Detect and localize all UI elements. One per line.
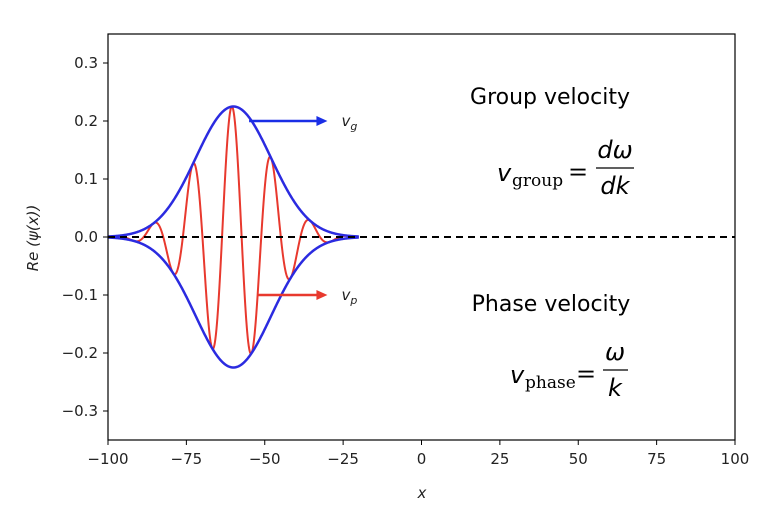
- phase-lhs-subscript: phase: [525, 373, 576, 393]
- arrow-head: [316, 290, 328, 300]
- envelope-upper-curve: [107, 105, 359, 238]
- plot-frame: [107, 33, 736, 441]
- phase-equals: =: [576, 360, 596, 388]
- y-tick-label: −0.1: [62, 286, 98, 304]
- x-tick-label: 100: [721, 450, 750, 468]
- y-tick-label: 0.3: [74, 54, 98, 72]
- y-tick-label: −0.2: [62, 344, 98, 362]
- x-axis-label: x: [417, 484, 427, 502]
- x-tick-label: 75: [647, 450, 666, 468]
- arrow-label-subscript: p: [349, 294, 357, 307]
- phase-numerator: ω: [605, 338, 625, 366]
- y-axis-ticks: −0.3 −0.2 −0.1 0.0 0.1 0.2 0.3: [62, 54, 108, 420]
- x-tick-label: −75: [171, 450, 203, 468]
- arrow-head: [316, 116, 328, 126]
- group-lhs-var: v: [497, 159, 512, 187]
- arrow-label: vg: [341, 112, 357, 133]
- group-equals: =: [568, 158, 588, 186]
- arrow-label-subscript: g: [350, 120, 357, 133]
- group-lhs-subscript: group: [512, 171, 563, 191]
- x-tick-label: −50: [249, 450, 281, 468]
- phase-velocity-title: Phase velocity: [472, 292, 631, 317]
- x-tick-label: 0: [417, 450, 427, 468]
- y-tick-label: −0.3: [62, 402, 98, 420]
- group-denominator: dk: [600, 172, 630, 200]
- group-numerator: dω: [597, 136, 632, 164]
- x-tick-label: 50: [569, 450, 588, 468]
- x-axis-ticks: −100 −75 −50 −25 0 25 50 75 100: [87, 440, 749, 468]
- y-axis-label: Re (ψ(x)): [24, 205, 42, 272]
- y-tick-label: 0.2: [74, 112, 98, 130]
- x-tick-label: −100: [87, 450, 128, 468]
- real-part-curve: [107, 105, 359, 355]
- plot-area: [107, 105, 735, 369]
- phase-velocity-formula: v phase = ω k: [510, 338, 628, 402]
- x-tick-label: 25: [490, 450, 509, 468]
- y-tick-label: 0.1: [74, 170, 98, 188]
- group-velocity-formula: v group = dω dk: [497, 136, 634, 200]
- phase-denominator: k: [608, 374, 623, 402]
- group-velocity-title: Group velocity: [470, 85, 630, 110]
- envelope-lower-curve: [107, 236, 359, 369]
- velocity-arrows: vg vp: [249, 112, 357, 307]
- y-tick-label: 0.0: [74, 228, 98, 246]
- arrow-label: vp: [341, 286, 357, 307]
- phase-lhs-var: v: [510, 361, 525, 389]
- x-tick-label: −25: [327, 450, 359, 468]
